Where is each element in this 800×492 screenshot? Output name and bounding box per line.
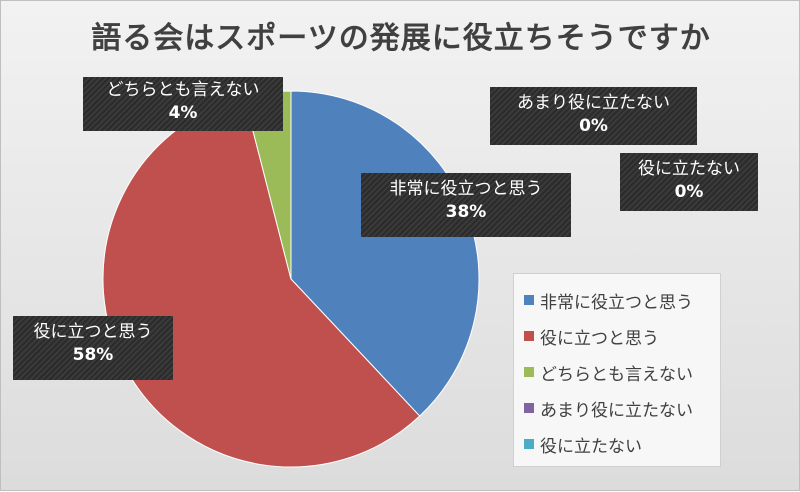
data-label-very-useful-value: 38%	[445, 202, 487, 222]
legend-swatch-neutral	[524, 367, 534, 377]
legend-swatch-useful	[524, 331, 534, 341]
legend-label-useful: 役に立つと思う	[540, 328, 659, 349]
legend-swatch-not-very-useful	[524, 403, 534, 413]
legend-swatch-very-useful	[524, 295, 534, 305]
data-label-not-useful-name: 役に立たない	[638, 159, 740, 179]
data-label-useful-name: 役に立つと思う	[33, 322, 153, 342]
data-label-very-useful: 非常に役立つと思う 38%	[361, 173, 571, 237]
data-label-not-useful: 役に立たない 0%	[620, 153, 758, 211]
data-label-not-very-useful-name: あまり役に立たない	[517, 93, 670, 113]
legend: 非常に役立つと思う 役に立つと思う どちらとも言えない あまり役に立たない 役に…	[513, 273, 721, 467]
legend-swatch-not-useful	[524, 439, 534, 449]
legend-item-not-very-useful: あまり役に立たない	[524, 390, 720, 426]
data-label-useful: 役に立つと思う 58%	[13, 316, 173, 380]
legend-label-not-useful: 役に立たない	[540, 436, 642, 457]
legend-item-not-useful: 役に立たない	[524, 426, 720, 462]
data-label-neutral: どちらとも言えない 4%	[83, 77, 283, 131]
data-label-neutral-name: どちらとも言えない	[106, 80, 260, 100]
data-label-very-useful-name: 非常に役立つと思う	[389, 179, 543, 199]
legend-label-not-very-useful: あまり役に立たない	[540, 400, 693, 421]
data-label-not-very-useful: あまり役に立たない 0%	[490, 87, 697, 145]
legend-label-neutral: どちらとも言えない	[540, 364, 693, 385]
legend-item-useful: 役に立つと思う	[524, 318, 720, 354]
legend-label-very-useful: 非常に役立つと思う	[540, 292, 693, 313]
legend-item-very-useful: 非常に役立つと思う	[524, 282, 720, 318]
chart-title: 語る会はスポーツの発展に役立ちそうですか	[91, 21, 711, 56]
data-label-neutral-value: 4%	[168, 103, 198, 123]
data-label-useful-value: 58%	[72, 345, 114, 365]
data-label-not-very-useful-value: 0%	[579, 116, 608, 136]
legend-item-neutral: どちらとも言えない	[524, 354, 720, 390]
data-label-not-useful-value: 0%	[674, 182, 704, 202]
